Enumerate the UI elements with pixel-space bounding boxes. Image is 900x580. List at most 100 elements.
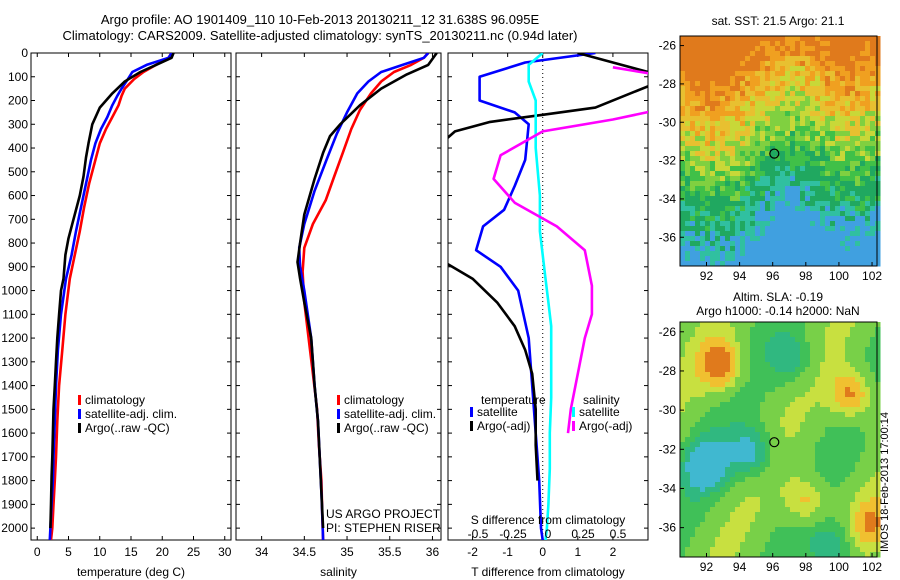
map-cell [715,216,721,222]
map-cell [740,101,746,107]
map-cell [720,547,726,553]
map-cell [765,136,771,142]
map-cell [805,512,811,518]
map-cell [705,542,711,548]
map-cell [695,442,701,448]
map-cell [765,422,771,428]
map-cell [805,41,811,47]
map-cell [790,472,796,478]
map-cell [715,116,721,122]
y-tick-label: 600 [8,189,28,203]
map-cell [820,377,826,383]
map-cell [780,487,786,493]
map-cell [840,141,846,147]
map-cell [815,482,821,488]
map-cell [815,156,821,162]
map-cell [740,86,746,92]
map-cell [795,226,801,232]
map-y-tick-label: -28 [659,77,677,91]
map-cell [735,251,741,257]
map-cell [740,442,746,448]
map-cell [725,542,731,548]
map-cell [800,527,806,533]
map-cell [805,201,811,207]
map-cell [705,111,711,117]
map-cell [780,61,786,67]
map-cell [855,352,861,358]
map-cell [800,136,806,142]
map-cell [875,191,881,197]
map-cell [730,437,736,443]
map-cell [790,527,796,533]
map-cell [760,146,766,152]
map-cell [700,261,706,267]
map-cell [735,402,741,408]
map-cell [845,547,851,553]
map-cell [860,86,866,92]
map-cell [840,367,846,373]
map-cell [835,502,841,508]
map-cell [705,101,711,107]
map-cell [715,106,721,112]
map-cell [850,71,856,77]
map-cell [830,517,836,523]
legend-swatch [470,421,473,431]
map-cell [835,352,841,358]
map-cell [750,512,756,518]
map-cell [680,216,686,222]
map-cell [715,141,721,147]
map-cell [785,166,791,172]
map-cell [730,382,736,388]
map-cell [815,176,821,182]
map-cell [795,81,801,87]
map-cell [860,166,866,172]
map-cell [705,487,711,493]
map-cell [685,337,691,343]
map-cell [720,216,726,222]
map-cell [870,507,876,513]
map-cell [820,61,826,67]
map-cell [710,66,716,72]
map-cell [700,407,706,413]
map-cell [785,367,791,373]
map-cell [795,497,801,503]
map-cell [685,427,691,433]
map-cell [745,377,751,383]
x-tick-label: 15 [124,545,138,559]
map-cell [740,226,746,232]
map-cell [825,251,831,257]
map-cell [680,51,686,57]
map-cell [750,487,756,493]
map-cell [775,91,781,97]
map-cell [815,477,821,483]
map-cell [765,482,771,488]
map-cell [830,547,836,553]
map-cell [810,327,816,333]
map-cell [760,166,766,172]
map-cell [855,542,861,548]
map-cell [730,492,736,498]
map-cell [790,236,796,242]
map-cell [795,211,801,217]
map-cell [785,407,791,413]
map-cell [830,417,836,423]
map-cell [745,66,751,72]
map-cell [760,71,766,77]
map-cell [795,161,801,167]
map-cell [875,236,881,242]
map-cell [805,131,811,137]
map-cell [840,116,846,122]
map-cell [835,437,841,443]
map-cell [815,211,821,217]
map-cell [710,251,716,257]
map-cell [765,377,771,383]
map-cell [875,397,881,403]
map-cell [775,322,781,328]
map-cell [830,502,836,508]
map-cell [780,362,786,368]
map-cell [720,66,726,72]
map-cell [740,492,746,498]
map-cell [810,437,816,443]
map-cell [840,206,846,212]
map-cell [685,477,691,483]
